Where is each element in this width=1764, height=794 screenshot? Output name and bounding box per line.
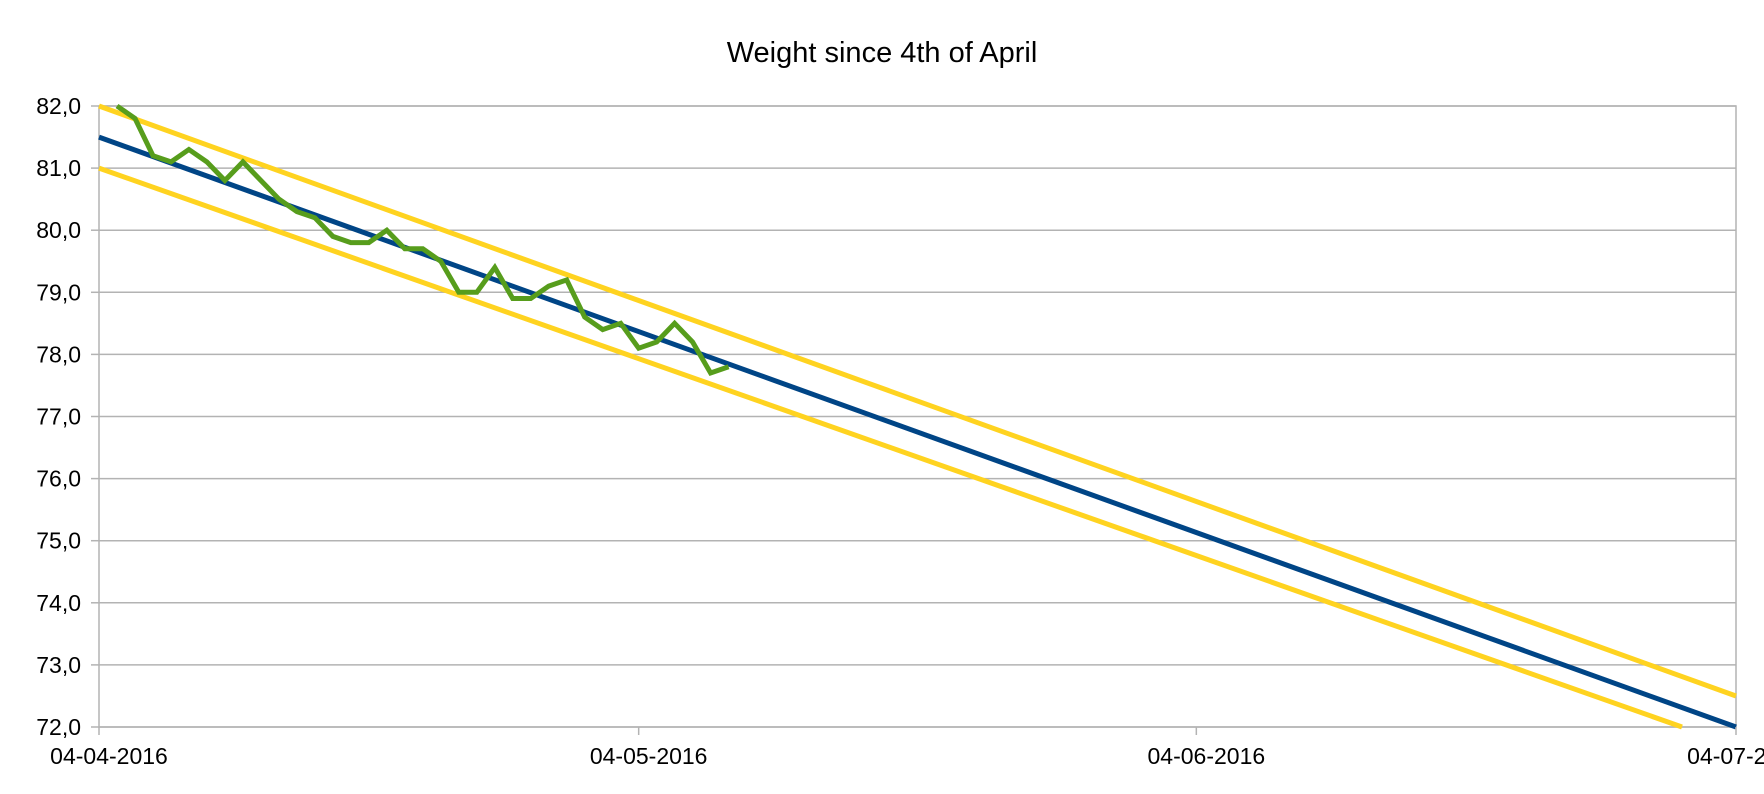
y-tick-label: 78,0 (36, 341, 81, 367)
series-layer (98, 103, 1737, 730)
y-tick-label: 73,0 (36, 652, 81, 678)
series-line-2 (98, 134, 1737, 730)
series-line-1 (98, 103, 1737, 699)
x-tick-label: 04-07-2016 (1687, 743, 1764, 769)
x-tick-label: 04-05-2016 (590, 743, 708, 769)
y-tick-label: 75,0 (36, 528, 81, 554)
chart-title: Weight since 4th of April (727, 37, 1038, 69)
y-tick-label: 74,0 (36, 590, 81, 616)
series-line-4 (115, 103, 730, 377)
y-tick-label: 80,0 (36, 217, 81, 243)
x-axis-ticks: 04-04-2016 04-05-2016 04-06-2016 04-07-2016 (50, 727, 1764, 769)
y-tick-label: 79,0 (36, 279, 81, 305)
y-tick-label: 76,0 (36, 466, 81, 492)
y-tick-label: 72,0 (36, 714, 81, 740)
x-tick-label: 04-06-2016 (1148, 743, 1266, 769)
grid (99, 105, 1736, 728)
y-tick-label: 77,0 (36, 404, 81, 430)
y-tick-label: 81,0 (36, 155, 81, 181)
y-tick-label: 82,0 (36, 93, 81, 119)
x-tick-label: 04-04-2016 (50, 743, 168, 769)
series-line-3 (98, 165, 1683, 730)
y-axis-ticks: 72,0 73,0 74,0 75,0 76,0 77,0 78,0 79,0 80,0 81,0… (36, 93, 99, 740)
